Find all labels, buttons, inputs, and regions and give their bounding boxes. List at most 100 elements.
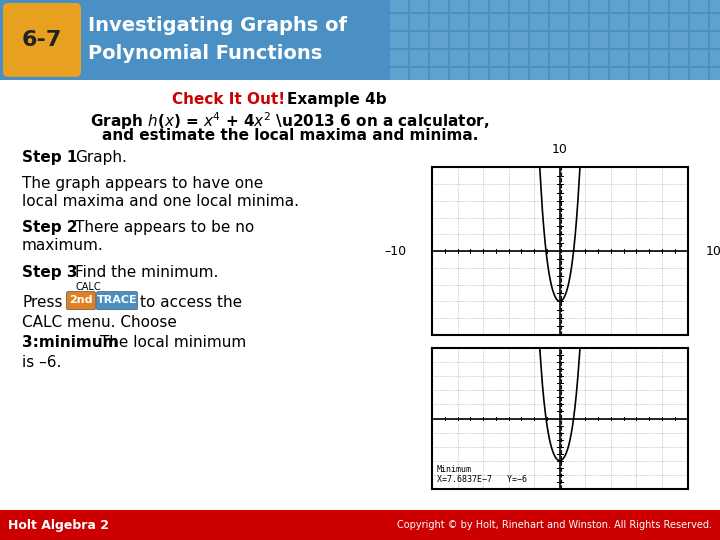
Text: There appears to be no: There appears to be no (75, 220, 254, 235)
Bar (690, 0, 708, 12)
Bar (450, 50, 468, 66)
Bar (510, 50, 528, 66)
Bar (390, 50, 408, 66)
Bar (450, 14, 468, 30)
Bar (530, 0, 548, 12)
Bar (490, 68, 508, 84)
Bar (710, 0, 720, 12)
Bar (490, 50, 508, 66)
Text: CALC menu. Choose: CALC menu. Choose (22, 315, 177, 330)
Text: maximum.: maximum. (22, 238, 104, 253)
Text: Example 4b: Example 4b (287, 92, 387, 107)
Bar (710, 68, 720, 84)
Bar (710, 32, 720, 48)
Text: 10: 10 (552, 143, 568, 156)
Text: 6-7: 6-7 (22, 30, 62, 50)
Bar (650, 50, 668, 66)
Bar (530, 32, 548, 48)
Bar (630, 14, 648, 30)
Bar (510, 68, 528, 84)
Bar (550, 0, 568, 12)
Bar (530, 14, 548, 30)
Text: Step 3: Step 3 (22, 265, 78, 280)
Text: 2nd: 2nd (69, 295, 93, 305)
Text: 10: 10 (706, 245, 720, 258)
Text: Minimum
X=7.6837E−7   Y=−6: Minimum X=7.6837E−7 Y=−6 (437, 465, 527, 484)
FancyBboxPatch shape (66, 292, 96, 309)
Text: is –6.: is –6. (22, 355, 61, 370)
Bar (690, 32, 708, 48)
Bar (630, 32, 648, 48)
Text: .The local minimum: .The local minimum (95, 335, 246, 350)
Text: CALC: CALC (75, 282, 101, 292)
Bar (610, 32, 628, 48)
Bar (650, 32, 668, 48)
Bar (430, 68, 448, 84)
Bar (430, 0, 448, 12)
Bar (590, 50, 608, 66)
Bar (610, 14, 628, 30)
Text: Step 1: Step 1 (22, 150, 77, 165)
Bar (550, 68, 568, 84)
Bar (670, 50, 688, 66)
FancyBboxPatch shape (3, 3, 81, 77)
Text: –10: –10 (384, 245, 406, 258)
Text: Step 2: Step 2 (22, 220, 78, 235)
Bar (550, 50, 568, 66)
Bar (450, 0, 468, 12)
Bar (450, 32, 468, 48)
Bar (470, 68, 488, 84)
Bar (650, 14, 668, 30)
Bar (690, 68, 708, 84)
Text: Graph.: Graph. (75, 150, 127, 165)
Bar (610, 0, 628, 12)
Text: –10: –10 (549, 348, 571, 361)
Bar (390, 32, 408, 48)
Text: Investigating Graphs of: Investigating Graphs of (88, 17, 347, 36)
Bar (490, 32, 508, 48)
Bar (710, 50, 720, 66)
Bar (690, 50, 708, 66)
Bar (490, 0, 508, 12)
Bar (530, 50, 548, 66)
Bar (390, 14, 408, 30)
Bar (510, 0, 528, 12)
Bar (590, 68, 608, 84)
FancyBboxPatch shape (96, 292, 138, 309)
Bar (710, 14, 720, 30)
Text: 3:minimum: 3:minimum (22, 335, 119, 350)
Text: Press: Press (22, 295, 63, 310)
Bar (390, 0, 408, 12)
Bar (610, 50, 628, 66)
Text: The graph appears to have one: The graph appears to have one (22, 176, 264, 191)
Bar (630, 0, 648, 12)
Bar (510, 14, 528, 30)
Bar (470, 32, 488, 48)
Bar (590, 32, 608, 48)
Text: Polynomial Functions: Polynomial Functions (88, 44, 323, 63)
Bar (590, 0, 608, 12)
Bar (610, 68, 628, 84)
Text: Graph $h$($x$) = $x$$^4$ + 4$x$$^2$ \u2013 6 on a calculator,: Graph $h$($x$) = $x$$^4$ + 4$x$$^2$ \u20… (90, 110, 490, 132)
Bar (570, 0, 588, 12)
Bar (470, 50, 488, 66)
Bar (630, 50, 648, 66)
Bar (670, 32, 688, 48)
Bar (550, 14, 568, 30)
Bar (670, 68, 688, 84)
Bar (570, 50, 588, 66)
Bar (510, 32, 528, 48)
Bar (670, 0, 688, 12)
Bar (690, 14, 708, 30)
Text: Holt Algebra 2: Holt Algebra 2 (8, 518, 109, 532)
Bar (430, 32, 448, 48)
Bar (390, 68, 408, 84)
Bar (630, 68, 648, 84)
Bar (570, 14, 588, 30)
Text: Find the minimum.: Find the minimum. (75, 265, 218, 280)
Text: Check It Out!: Check It Out! (172, 92, 285, 107)
Text: TRACE: TRACE (96, 295, 138, 305)
Bar (470, 0, 488, 12)
Bar (530, 68, 548, 84)
Bar (430, 14, 448, 30)
